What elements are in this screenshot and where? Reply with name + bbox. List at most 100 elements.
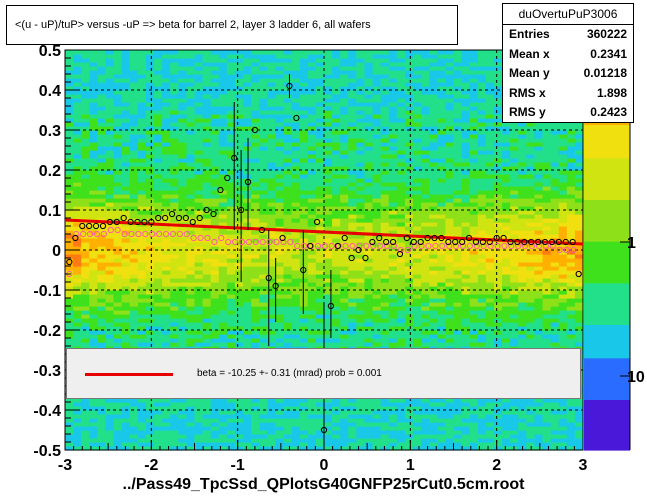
heatmap-cell (113, 286, 123, 291)
heatmap-cell (65, 50, 74, 55)
heatmap-cell (226, 218, 236, 223)
heatmap-cell (307, 98, 317, 103)
heatmap-cell (65, 58, 74, 63)
heatmap-cell (340, 318, 349, 323)
heatmap-cell (437, 282, 446, 287)
heatmap-cell (283, 398, 293, 403)
heatmap-cell (275, 162, 285, 167)
heatmap-cell (275, 206, 285, 211)
heatmap-cell (340, 430, 349, 435)
heatmap-cell (234, 258, 244, 263)
heatmap-cell (243, 174, 252, 179)
heatmap-cell (315, 182, 325, 187)
heatmap-cell (65, 90, 74, 95)
heatmap-cell (437, 286, 446, 291)
heatmap-cell (267, 222, 277, 227)
heatmap-cell (275, 398, 285, 403)
heatmap-cell (348, 202, 357, 207)
heatmap-cell (372, 90, 382, 95)
heatmap-cell (437, 446, 446, 451)
heatmap-cell (275, 426, 285, 431)
heatmap-cell (89, 262, 98, 267)
heatmap-cell (210, 82, 220, 87)
heatmap-cell (421, 114, 430, 119)
heatmap-cell (202, 438, 212, 443)
heatmap-cell (129, 102, 139, 107)
heatmap-cell (89, 270, 98, 275)
heatmap-cell (348, 330, 357, 335)
heatmap-cell (413, 150, 422, 155)
heatmap-cell (340, 138, 349, 143)
heatmap-cell (291, 326, 301, 331)
heatmap-cell (324, 278, 333, 283)
heatmap-cell (97, 58, 107, 63)
heatmap-cell (453, 194, 463, 199)
heatmap-cell (324, 338, 333, 343)
heatmap-cell (178, 338, 187, 343)
heatmap-cell (348, 198, 357, 203)
heatmap-cell (154, 426, 163, 431)
heatmap-cell (137, 254, 147, 259)
heatmap-cell (105, 266, 115, 271)
heatmap-cell (113, 214, 123, 219)
heatmap-cell (364, 406, 374, 411)
heatmap-cell (275, 298, 285, 303)
heatmap-cell (170, 250, 179, 255)
heatmap-cell (186, 430, 196, 435)
heatmap-cell (210, 442, 220, 447)
heatmap-cell (145, 146, 155, 151)
heatmap-cell (437, 442, 446, 447)
heatmap-cell (234, 242, 244, 247)
heatmap-cell (251, 278, 260, 283)
heatmap-cell (243, 418, 252, 423)
heatmap-cell (89, 94, 98, 99)
heatmap-cell (251, 186, 260, 191)
heatmap-cell (105, 74, 115, 79)
heatmap-cell (89, 290, 98, 295)
heatmap-cell (154, 142, 163, 147)
heatmap-cell (291, 330, 301, 335)
heatmap-cell (324, 242, 333, 247)
heatmap-cell (121, 310, 131, 315)
heatmap-cell (445, 142, 455, 147)
heatmap-cell (243, 78, 252, 83)
heatmap-cell (413, 162, 422, 167)
heatmap-cell (121, 426, 131, 431)
heatmap-cell (105, 198, 115, 203)
heatmap-cell (81, 282, 90, 287)
heatmap-cell (81, 414, 90, 419)
heatmap-cell (178, 286, 187, 291)
heatmap-cell (210, 170, 220, 175)
heatmap-cell (388, 146, 398, 151)
heatmap-cell (113, 82, 123, 87)
heatmap-cell (234, 202, 244, 207)
heatmap-cell (413, 110, 422, 115)
heatmap-cell (154, 330, 163, 335)
heatmap-cell (259, 310, 268, 315)
heatmap-cell (243, 330, 252, 335)
heatmap-cell (315, 282, 325, 287)
heatmap-cell (137, 78, 147, 83)
heatmap-cell (178, 426, 187, 431)
heatmap-cell (65, 246, 74, 251)
heatmap-cell (332, 294, 341, 299)
heatmap-cell (218, 418, 228, 423)
heatmap-cell (299, 286, 309, 291)
heatmap-cell (226, 334, 236, 339)
heatmap-cell (291, 398, 301, 403)
heatmap-cell (348, 262, 357, 267)
heatmap-cell (121, 158, 131, 163)
heatmap-cell (170, 302, 179, 307)
heatmap-cell (170, 150, 179, 155)
heatmap-cell (210, 114, 220, 119)
heatmap-cell (251, 118, 260, 123)
heatmap-cell (154, 106, 163, 111)
heatmap-cell (243, 138, 252, 143)
heatmap-cell (89, 334, 98, 339)
heatmap-cell (356, 414, 366, 419)
heatmap-cell (234, 406, 244, 411)
heatmap-cell (307, 262, 317, 267)
heatmap-cell (210, 142, 220, 147)
heatmap-cell (226, 86, 236, 91)
heatmap-cell (437, 414, 446, 419)
